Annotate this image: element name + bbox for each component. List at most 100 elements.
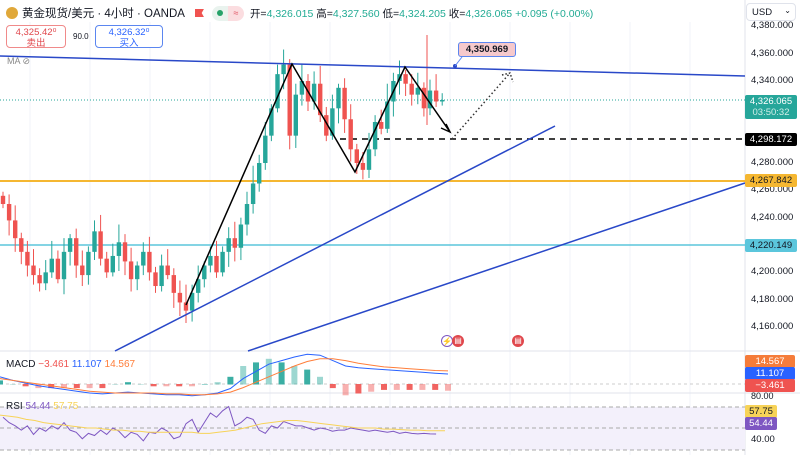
macd-histogram-bar (99, 384, 106, 389)
macd-histogram-bar (304, 369, 311, 385)
price-axis-label: 4,240.000 (751, 211, 794, 223)
candle-body (165, 265, 170, 276)
macd-histogram-bar (342, 384, 349, 396)
candle-body (110, 255, 115, 273)
macd-hist-badge: −3.461 (745, 379, 795, 392)
callout-pointer (454, 56, 463, 67)
projection-arrow (451, 72, 511, 140)
candle-body (318, 83, 323, 116)
macd-histogram-bar (381, 384, 387, 390)
macd-histogram-bar (240, 366, 247, 385)
us-flag-event-icon[interactable]: ▤ (452, 335, 464, 347)
candle-body (354, 149, 359, 163)
rsi-legend[interactable]: RSI 54.44 57.75 (6, 401, 79, 412)
candle-body (122, 242, 128, 262)
symbol-title[interactable]: 黄金现货/美元 · 4小时 · OANDA (22, 8, 185, 20)
macd-histogram-bar (125, 382, 131, 385)
candle-body (104, 258, 109, 273)
buy-button[interactable]: 4,326.32⁰ 买入 (95, 25, 163, 49)
candle-body (141, 251, 146, 266)
sell-button[interactable]: 4,325.42⁰ 卖出 (6, 25, 66, 49)
rsi-ma-badge: 57.75 (745, 405, 777, 418)
price-axis-label: 4,160.000 (751, 321, 794, 333)
macd-histogram-bar (317, 376, 323, 385)
lower-trendline (247, 182, 746, 352)
candle-body (324, 115, 329, 136)
candle-body (67, 238, 73, 252)
macd-histogram-bar (214, 382, 221, 385)
candle-body (55, 258, 61, 280)
currency-select[interactable]: USD ⌄ (746, 3, 796, 21)
status-pill[interactable]: ≈ (211, 5, 244, 21)
candle-body (403, 74, 408, 84)
macd-histogram-bar (253, 362, 259, 385)
flag-icon[interactable] (194, 9, 204, 17)
price-callout[interactable]: 4,350.969 (458, 42, 516, 57)
macd-histogram-bar (163, 384, 170, 387)
candle-body (287, 64, 292, 136)
us-flag-event-icon[interactable]: ▤ (512, 335, 524, 347)
candle-body (147, 251, 152, 273)
macd-histogram-bar (368, 384, 375, 392)
gold-logo-icon (6, 7, 18, 19)
candle-body (238, 224, 244, 248)
candle-body (281, 64, 286, 75)
rsi-axis-40: 40.00 (751, 434, 775, 445)
candle-body (250, 183, 256, 205)
candle-body (13, 220, 18, 239)
candle-body (214, 255, 219, 273)
candle-body (336, 87, 341, 109)
macd-line-badge: 11.107 (745, 367, 795, 380)
yellow-level-badge: 4,267.842 (745, 174, 797, 187)
candle-body (19, 238, 24, 252)
candle-body (342, 87, 347, 120)
candle-body (269, 108, 274, 136)
macd-legend[interactable]: MACD −3.461 11.107 14.567 (6, 359, 136, 370)
candle-body (360, 163, 366, 170)
candle-body (372, 121, 378, 150)
price-axis-label: 4,180.000 (751, 293, 794, 305)
ohlc-values: 开=4,326.015 高=4,327.560 低=4,324.205 收=4,… (249, 7, 594, 20)
ma-indicator-label[interactable]: MA ⊘ (7, 56, 31, 66)
projection-arrow-head (501, 72, 514, 83)
macd-histogram-bar (176, 384, 183, 387)
candle-body (6, 204, 12, 221)
price-axis-label: 4,280.000 (751, 157, 794, 168)
candle-body (135, 265, 140, 280)
candle-body (74, 238, 79, 266)
price-axis-label: 4,200.000 (751, 266, 794, 278)
macd-histogram-bar (329, 384, 336, 389)
candle-body (366, 149, 372, 170)
candle-body (275, 74, 280, 109)
macd-histogram-bar (291, 366, 298, 385)
macd-histogram-bar (112, 384, 119, 385)
candle-body (220, 251, 225, 273)
rsi-axis-80: 80.00 (751, 391, 774, 401)
candle-body (311, 83, 317, 102)
candle-body (427, 90, 433, 109)
macd-histogram-bar (150, 384, 157, 387)
macd-histogram-bar (278, 362, 285, 385)
neckline-price-badge: 4,298.172 (745, 133, 797, 146)
macd-histogram-bar (227, 376, 234, 385)
macd-histogram-bar (0, 380, 3, 385)
candle-body (385, 101, 390, 129)
candle-body (299, 80, 305, 95)
macd-histogram-bar (86, 384, 93, 389)
candle-body (86, 251, 91, 276)
candle-body (440, 100, 445, 102)
macd-histogram-bar (355, 384, 362, 394)
macd-histogram-bar (201, 384, 208, 385)
candle-body (293, 94, 298, 136)
rsi-line (2, 405, 437, 442)
macd-histogram-bar (61, 384, 67, 389)
candle-body (159, 265, 164, 287)
macd-histogram-bar (189, 384, 195, 387)
macd-histogram-bar (432, 384, 439, 390)
macd-histogram-bar (445, 384, 451, 391)
candle-body (257, 163, 262, 184)
eye-hidden-icon[interactable]: ⊘ (22, 56, 31, 66)
candle-body (153, 272, 158, 287)
candle-body (196, 279, 201, 293)
